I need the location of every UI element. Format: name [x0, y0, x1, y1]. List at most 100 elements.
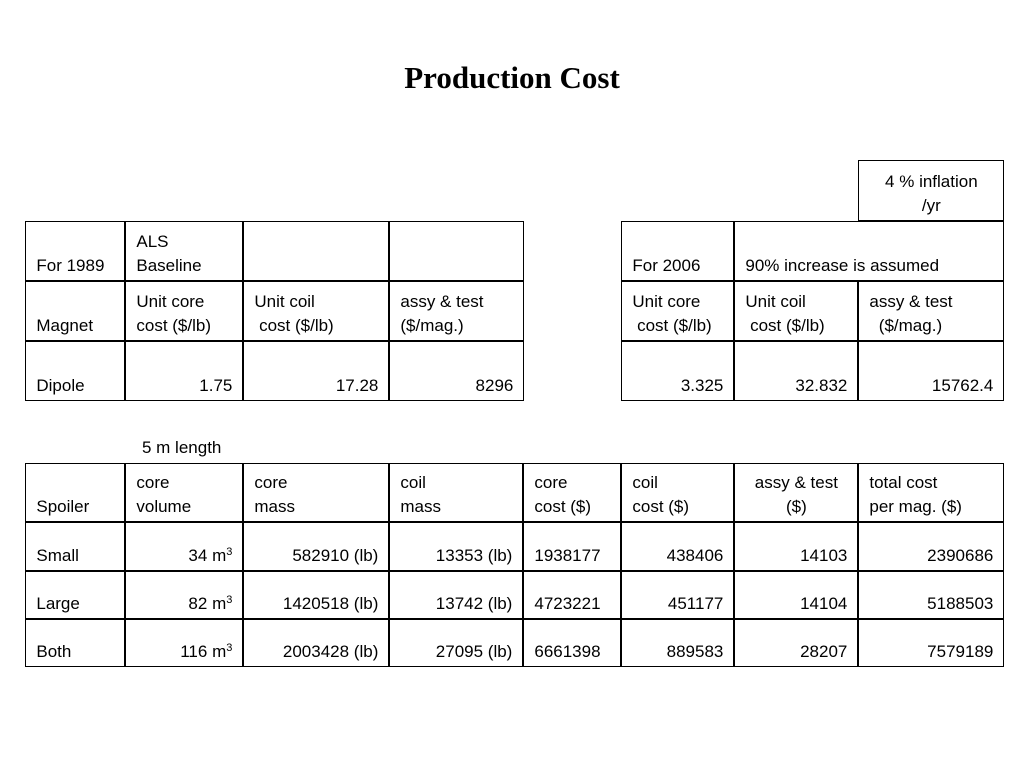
coil-cost-both-cell: 889583 — [621, 619, 735, 668]
coil-mass-large: 13742 (lb) — [435, 594, 513, 614]
assy-test-spoiler-line-2: ($) — [785, 497, 807, 517]
core-cost-large: 4723221 — [534, 594, 601, 614]
magnet-header-cell: Magnet — [25, 281, 126, 342]
core-mass-large-cell: 1420518 (lb) — [243, 571, 390, 620]
unit-core-cost-1989-header: Unit core cost ($/lb) — [125, 281, 244, 342]
volume-exponent: 3 — [226, 594, 233, 607]
empty-cell-1989-assy — [389, 221, 525, 282]
assy-small: 14103 — [800, 546, 848, 566]
total-both: 7579189 — [927, 642, 994, 662]
assy-test-2006-line-1: assy & test — [869, 292, 953, 312]
volume-exponent: 3 — [226, 642, 233, 655]
unit-core-cost-1989-line-1: Unit core — [136, 292, 205, 312]
row-label-large: Large — [36, 594, 80, 614]
core-mass-line-2: mass — [254, 497, 295, 517]
total-small: 2390686 — [927, 546, 994, 566]
inflation-note-line-2: /yr — [921, 196, 941, 216]
assy-both-cell: 28207 — [734, 619, 859, 668]
unit-core-cost-2006-line-2: cost ($/lb) — [632, 316, 712, 336]
coil-cost-large-cell: 451177 — [621, 571, 735, 620]
assy-test-1989-line-2: ($/mag.) — [400, 316, 464, 336]
core-mass-both-cell: 2003428 (lb) — [243, 619, 390, 668]
increase-note: 90% increase is assumed — [745, 256, 940, 276]
volume-both: 116 m3 — [136, 640, 232, 664]
als-baseline-cell: ALS Baseline — [125, 221, 244, 282]
core-mass-both: 2003428 (lb) — [282, 642, 379, 662]
coil-mass-line-2: mass — [400, 497, 441, 517]
unit-coil-cost-2006-header: Unit coil cost ($/lb) — [734, 281, 859, 342]
core-cost-line-1: core — [534, 473, 568, 493]
core-mass-small: 582910 (lb) — [292, 546, 379, 566]
als-baseline-line-2: Baseline — [136, 256, 202, 276]
dipole-coil-1989: 17.28 — [335, 376, 379, 396]
assy-large-cell: 14104 — [734, 571, 859, 620]
assy-test-2006-header: assy & test ($/mag.) — [858, 281, 1005, 342]
unit-core-cost-2006-header: Unit core cost ($/lb) — [621, 281, 735, 342]
core-cost-small: 1938177 — [534, 546, 601, 566]
spoiler-header-cell: Spoiler — [25, 463, 126, 523]
core-mass-header: core mass — [243, 463, 390, 523]
assy-test-2006-line-2: ($/mag.) — [869, 316, 943, 336]
dipole-coil-2006: 32.832 — [795, 376, 848, 396]
volume-both-cell: 116 m3 — [125, 619, 244, 668]
assy-test-1989-line-1: assy & test — [400, 292, 484, 312]
unit-coil-cost-2006-line-2: cost ($/lb) — [745, 316, 825, 336]
volume-small: 34 m3 — [136, 544, 232, 568]
empty-cell-1989-coil — [243, 221, 390, 282]
dipole-core-1989-cell: 1.75 — [125, 341, 244, 402]
coil-cost-small: 438406 — [666, 546, 724, 566]
core-volume-line-1: core — [136, 473, 170, 493]
total-cost-header: total cost per mag. ($) — [858, 463, 1005, 523]
volume-unit: m — [212, 594, 227, 614]
assy-both: 28207 — [800, 642, 848, 662]
unit-coil-cost-2006-line-1: Unit coil — [745, 292, 806, 312]
total-large: 5188503 — [927, 594, 994, 614]
core-mass-large: 1420518 (lb) — [282, 594, 379, 614]
core-cost-small-cell: 1938177 — [523, 522, 622, 572]
volume-both-value: 116 — [180, 642, 208, 662]
als-baseline-line-1: ALS — [136, 232, 169, 252]
volume-small-cell: 34 m3 — [125, 522, 244, 572]
dipole-assy-1989: 8296 — [475, 376, 514, 396]
unit-coil-cost-1989-line-1: Unit coil — [254, 292, 315, 312]
coil-cost-header: coil cost ($) — [621, 463, 735, 523]
coil-mass-small-cell: 13353 (lb) — [389, 522, 524, 572]
length-note: 5 m length — [142, 438, 222, 457]
assy-large: 14104 — [800, 594, 848, 614]
assy-small-cell: 14103 — [734, 522, 859, 572]
dipole-assy-1989-cell: 8296 — [389, 341, 525, 402]
increase-note-cell: 90% increase is assumed — [734, 221, 1005, 282]
coil-mass-both-cell: 27095 (lb) — [389, 619, 524, 668]
volume-large: 82 m3 — [136, 592, 232, 616]
coil-cost-line-2: cost ($) — [632, 497, 690, 517]
page-title: Production Cost — [404, 60, 620, 95]
table-row-small-label: Small — [25, 522, 126, 572]
core-mass-small-cell: 582910 (lb) — [243, 522, 390, 572]
magnet-header: Magnet — [36, 316, 94, 336]
for-1989-label-cell: For 1989 — [25, 221, 126, 282]
assy-test-spoiler-header: assy & test ($) — [734, 463, 859, 523]
table-row-large-label: Large — [25, 571, 126, 620]
dipole-assy-2006-cell: 15762.4 — [858, 341, 1005, 402]
inflation-note-line-1: 4 % inflation — [885, 172, 978, 192]
coil-cost-large: 451177 — [667, 594, 724, 614]
total-small-cell: 2390686 — [858, 522, 1005, 572]
dipole-coil-2006-cell: 32.832 — [734, 341, 859, 402]
core-volume-header: core volume — [125, 463, 244, 523]
volume-unit: m — [212, 642, 227, 662]
core-cost-both: 6661398 — [534, 642, 601, 662]
dipole-core-2006-cell: 3.325 — [621, 341, 735, 402]
dipole-assy-2006: 15762.4 — [931, 376, 994, 396]
total-both-cell: 7579189 — [858, 619, 1005, 668]
dipole-core-2006: 3.325 — [680, 376, 724, 396]
coil-cost-line-1: coil — [632, 473, 658, 493]
coil-mass-line-1: coil — [400, 473, 426, 493]
total-cost-line-2: per mag. ($) — [869, 497, 962, 517]
volume-unit: m — [212, 546, 227, 566]
core-mass-line-1: core — [254, 473, 288, 493]
dipole-coil-1989-cell: 17.28 — [243, 341, 390, 402]
inflation-note-cell: 4 % inflation /yr — [858, 160, 1005, 222]
unit-core-cost-2006-line-1: Unit core — [632, 292, 701, 312]
assy-test-1989-header: assy & test ($/mag.) — [389, 281, 525, 342]
row-label-both: Both — [36, 642, 72, 662]
